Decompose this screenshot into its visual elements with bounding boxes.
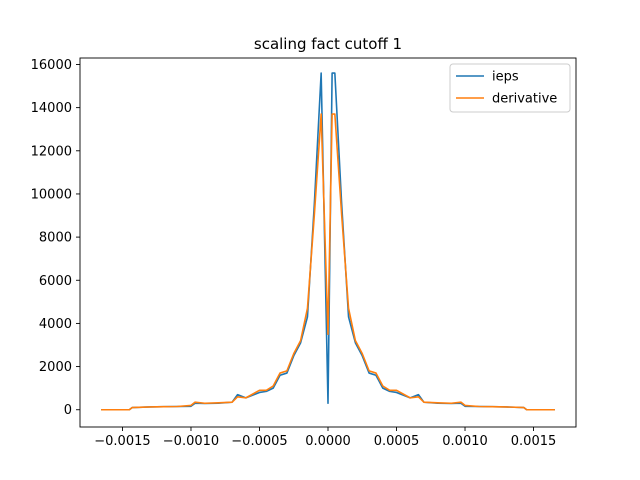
x-tick-label: −0.0010	[163, 434, 219, 449]
y-tick-label: 8000	[39, 231, 72, 246]
axes: −0.0015 −0.0010 −0.0005 0.0000 0.0005 0.0010 0…	[31, 57, 577, 449]
y-tick-label: 16000	[31, 58, 72, 73]
legend-label-derivative: derivative	[492, 92, 557, 107]
legend: ieps derivative	[449, 63, 571, 113]
x-tick-label: −0.0005	[231, 434, 287, 449]
plot-area	[101, 72, 555, 411]
x-tick-label: 0.0000	[305, 434, 351, 449]
series-line-derivative	[101, 113, 555, 411]
x-tick-label: −0.0015	[94, 434, 150, 449]
y-tick-label: 10000	[31, 187, 72, 202]
y-tick-label: 0	[64, 403, 72, 418]
y-tick-label: 12000	[31, 144, 72, 159]
y-tick-label: 14000	[31, 101, 72, 116]
x-tick-label: 0.0015	[511, 434, 557, 449]
x-tick-label: 0.0010	[442, 434, 488, 449]
y-tick-label: 4000	[39, 317, 72, 332]
legend-label-ieps: ieps	[492, 70, 519, 85]
chart-title: scaling fact cutoff 1	[254, 35, 402, 53]
y-tick-label: 6000	[39, 274, 72, 289]
x-tick-label: 0.0005	[374, 434, 420, 449]
y-tick-label: 2000	[39, 360, 72, 375]
